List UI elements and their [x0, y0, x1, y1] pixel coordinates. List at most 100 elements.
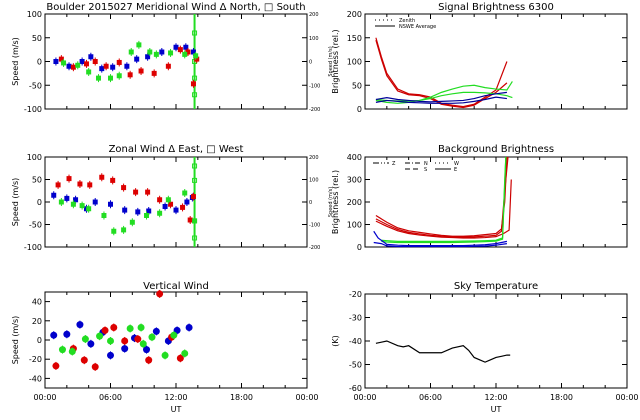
data-point-green — [168, 50, 174, 56]
data-point-green — [68, 348, 76, 356]
data-point-green — [79, 203, 85, 209]
data-point-green — [61, 60, 67, 66]
panel-title: Zonal Wind Δ East, □ West — [109, 144, 244, 155]
panel-vertical: Vertical Wind 40 20 0 -20 -40 Speed (m/s) 00:00… — [11, 281, 319, 414]
data-point-green — [161, 351, 169, 359]
y-axis-label: Speed (m/s) — [11, 178, 20, 227]
data-point-blue — [124, 63, 130, 69]
data-point-green — [75, 62, 81, 68]
data-point-blue — [108, 201, 113, 207]
y-tick-label: -100 — [24, 105, 42, 114]
data-point-blue — [134, 56, 140, 62]
data-point-red — [121, 185, 127, 191]
x-tick-label: 00:00 — [33, 393, 56, 402]
data-point-red — [121, 337, 129, 345]
legend-label: Zenith — [399, 18, 415, 24]
data-point-red — [99, 174, 105, 180]
panel-title: Boulder 2015027 Meridional Wind Δ North,… — [46, 2, 305, 13]
plot-frame — [364, 293, 628, 389]
vertical-marker-point — [192, 177, 198, 183]
data-point-green — [121, 227, 127, 233]
data-point-blue — [184, 199, 190, 205]
data-point-blue — [76, 321, 84, 329]
data-point-red — [176, 354, 184, 362]
series-line-red-1 — [375, 37, 508, 108]
data-point-blue — [79, 59, 85, 64]
y-tick-label: 100 — [347, 221, 362, 230]
y-tick-label: 0 — [357, 105, 362, 114]
y-tick-label: 40 — [32, 298, 42, 307]
data-point-red — [58, 56, 64, 62]
data-point-blue — [66, 63, 72, 69]
plot-frame — [44, 156, 308, 248]
x-tick-label: 00:00 — [615, 393, 638, 402]
series-line-blue-1 — [375, 91, 507, 103]
data-point-red — [145, 356, 153, 364]
data-point-blue — [51, 192, 57, 198]
data-point-green — [81, 335, 89, 343]
data-point-green — [111, 228, 117, 234]
data-point-red — [156, 290, 164, 298]
panel-title: Background Brightness — [438, 144, 554, 155]
data-point-green — [192, 218, 198, 224]
data-point-green — [182, 51, 188, 57]
y-axis-label: Speed (m/s) — [11, 316, 20, 365]
y-tick-label: 0 — [37, 198, 42, 207]
y-axis-label: Brightness (rel.) — [331, 170, 340, 234]
y-tick-label: -40 — [349, 337, 362, 346]
legend-label: S — [424, 167, 427, 173]
series-line-green-2 — [381, 156, 507, 244]
right-tick-label: -200 — [309, 107, 320, 113]
data-point-green — [116, 73, 122, 79]
legend-label: NSWE Average — [399, 24, 436, 30]
data-point-blue — [173, 207, 179, 213]
data-point-green — [58, 346, 66, 354]
y-tick-label: -60 — [349, 384, 362, 393]
x-tick-label: 06:00 — [99, 393, 122, 402]
data-point-blue — [190, 49, 196, 55]
data-point-blue — [135, 209, 141, 215]
y-tick-label: -50 — [29, 221, 42, 230]
data-point-green — [70, 201, 76, 207]
data-point-red — [168, 201, 174, 207]
series-line-blue-1 — [373, 230, 508, 247]
data-point-green — [170, 331, 178, 339]
data-point-red — [151, 70, 157, 76]
data-point-blue — [63, 330, 71, 338]
data-point-red — [190, 81, 196, 87]
data-point-red — [133, 189, 139, 195]
panel-signal: Signal Brightness 6300 200 150 100 50 0 Bright… — [331, 2, 628, 114]
data-point-blue — [183, 44, 189, 50]
data-point-red — [110, 177, 116, 183]
data-point-red — [83, 61, 89, 67]
right-axis-label: Speed (m/s) — [328, 46, 334, 76]
data-point-green — [165, 197, 171, 203]
data-point-red — [180, 204, 186, 210]
y-tick-label: -20 — [29, 355, 42, 364]
data-point-green — [136, 42, 142, 48]
y-axis-label: Speed (m/s) — [11, 37, 20, 86]
data-point-green — [86, 69, 92, 75]
data-point-green — [107, 337, 114, 345]
y-tick-label: 150 — [347, 34, 362, 43]
data-point-red — [187, 217, 193, 223]
series-line-sky-temp — [375, 340, 511, 363]
data-point-blue — [107, 351, 114, 359]
data-point-red — [165, 63, 171, 69]
data-point-red — [87, 182, 93, 188]
data-point-blue — [92, 199, 98, 205]
panel-title: Vertical Wind — [143, 281, 209, 292]
right-tick-label: 0 — [309, 200, 312, 206]
panel-title: Sky Temperature — [454, 281, 538, 292]
data-point-green — [139, 340, 147, 348]
data-point-green — [129, 219, 135, 225]
data-point-blue — [173, 44, 179, 50]
x-tick-label: 00:00 — [295, 393, 318, 402]
data-point-red — [127, 72, 133, 78]
data-point-green — [101, 213, 107, 218]
y-axis-label: Brightness (rel.) — [331, 29, 340, 93]
data-point-blue — [110, 64, 116, 70]
data-point-green — [182, 190, 188, 196]
